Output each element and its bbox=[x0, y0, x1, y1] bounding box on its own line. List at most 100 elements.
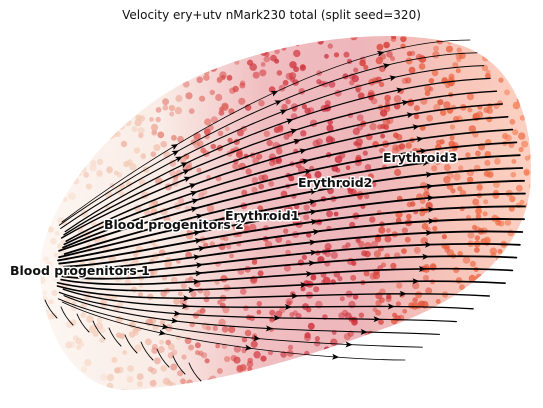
streamline-arrow bbox=[418, 265, 426, 272]
streamline-arrow bbox=[188, 183, 197, 189]
cell-point bbox=[274, 58, 280, 64]
cell-point bbox=[251, 177, 258, 184]
cell-point bbox=[459, 284, 465, 291]
streamline bbox=[65, 116, 509, 242]
cell-point bbox=[78, 113, 86, 122]
cell-point bbox=[472, 224, 478, 230]
cell-point bbox=[428, 78, 435, 84]
cell-point bbox=[273, 373, 279, 379]
cell-point bbox=[474, 369, 482, 377]
streamline-arrow bbox=[424, 241, 432, 248]
cell-point bbox=[136, 381, 143, 387]
cell-point bbox=[460, 299, 469, 308]
cell-point bbox=[303, 214, 310, 221]
cell-point bbox=[274, 48, 280, 55]
cell-point bbox=[324, 100, 331, 107]
cell-point bbox=[285, 381, 293, 389]
cell-point bbox=[259, 390, 266, 397]
cell-point bbox=[80, 312, 87, 318]
cell-point bbox=[425, 287, 433, 295]
cell-point bbox=[51, 289, 58, 296]
cell-point bbox=[129, 163, 137, 171]
streamline bbox=[156, 348, 170, 368]
cell-point bbox=[180, 378, 186, 385]
cell-point bbox=[40, 308, 41, 316]
streamline-arrow bbox=[304, 168, 313, 175]
cell-point bbox=[98, 118, 106, 126]
cell-point bbox=[59, 96, 67, 104]
cell-point bbox=[282, 79, 289, 86]
cell-point bbox=[72, 112, 79, 120]
cell-point bbox=[154, 357, 161, 365]
cell-point bbox=[196, 167, 202, 173]
streamline bbox=[62, 141, 518, 249]
cell-point bbox=[512, 129, 519, 136]
streamline-arrow bbox=[183, 295, 191, 302]
cell-point bbox=[384, 100, 390, 106]
cell-point bbox=[299, 65, 306, 72]
cell-point bbox=[526, 331, 531, 339]
cell-point bbox=[493, 45, 499, 51]
cell-point bbox=[288, 72, 297, 80]
cell-point bbox=[381, 395, 388, 402]
streamline-arrow bbox=[310, 188, 318, 195]
cell-point bbox=[97, 73, 104, 80]
cell-point bbox=[206, 204, 215, 213]
cell-point bbox=[475, 395, 480, 400]
cell-point bbox=[392, 144, 399, 151]
cell-point bbox=[430, 262, 437, 270]
cell-point bbox=[443, 176, 451, 184]
cell-point bbox=[265, 390, 272, 397]
cell-point bbox=[188, 344, 195, 351]
cell-point bbox=[160, 140, 167, 148]
cell-point bbox=[485, 270, 493, 279]
cell-point bbox=[418, 55, 427, 63]
streamline-arrow bbox=[195, 270, 203, 277]
cell-point bbox=[75, 132, 81, 139]
cell-point bbox=[360, 337, 367, 344]
cell-point bbox=[131, 126, 138, 133]
streamline-arrow bbox=[265, 325, 273, 332]
cell-point bbox=[153, 144, 161, 152]
cell-point bbox=[395, 301, 401, 307]
cell-point bbox=[193, 133, 201, 141]
cell-point bbox=[138, 66, 143, 72]
cell-point bbox=[132, 76, 141, 85]
cell-point bbox=[525, 285, 531, 292]
cell-point bbox=[241, 337, 248, 343]
cell-point bbox=[378, 394, 384, 400]
cell-point bbox=[159, 68, 168, 76]
cell-point bbox=[360, 343, 366, 349]
cell-point bbox=[483, 314, 491, 323]
cell-point bbox=[201, 189, 208, 196]
cell-point bbox=[43, 105, 49, 111]
cell-point bbox=[528, 128, 531, 136]
cell-point bbox=[60, 150, 68, 158]
cell-point bbox=[403, 337, 411, 345]
streamline bbox=[61, 39, 471, 223]
cell-point bbox=[304, 350, 310, 357]
cell-point bbox=[169, 75, 177, 83]
cell-point bbox=[413, 113, 420, 120]
cell-point bbox=[513, 246, 520, 252]
cell-point bbox=[462, 338, 470, 346]
cell-point bbox=[442, 345, 450, 352]
cell-point bbox=[343, 51, 350, 58]
cell-point bbox=[519, 255, 526, 262]
cell-point bbox=[258, 100, 265, 107]
cell-point bbox=[377, 124, 383, 130]
cell-point bbox=[229, 253, 235, 259]
cell-point bbox=[82, 109, 89, 116]
cell-point bbox=[275, 375, 283, 383]
cell-point bbox=[120, 140, 128, 148]
cell-point bbox=[151, 347, 158, 354]
streamline-arrow bbox=[376, 50, 385, 57]
cell-point bbox=[79, 165, 87, 173]
cell-point bbox=[379, 362, 386, 369]
cell-point bbox=[353, 141, 359, 147]
cell-point bbox=[484, 30, 490, 36]
cell-point bbox=[518, 71, 524, 76]
cell-point bbox=[436, 338, 444, 346]
cell-point bbox=[424, 84, 432, 92]
